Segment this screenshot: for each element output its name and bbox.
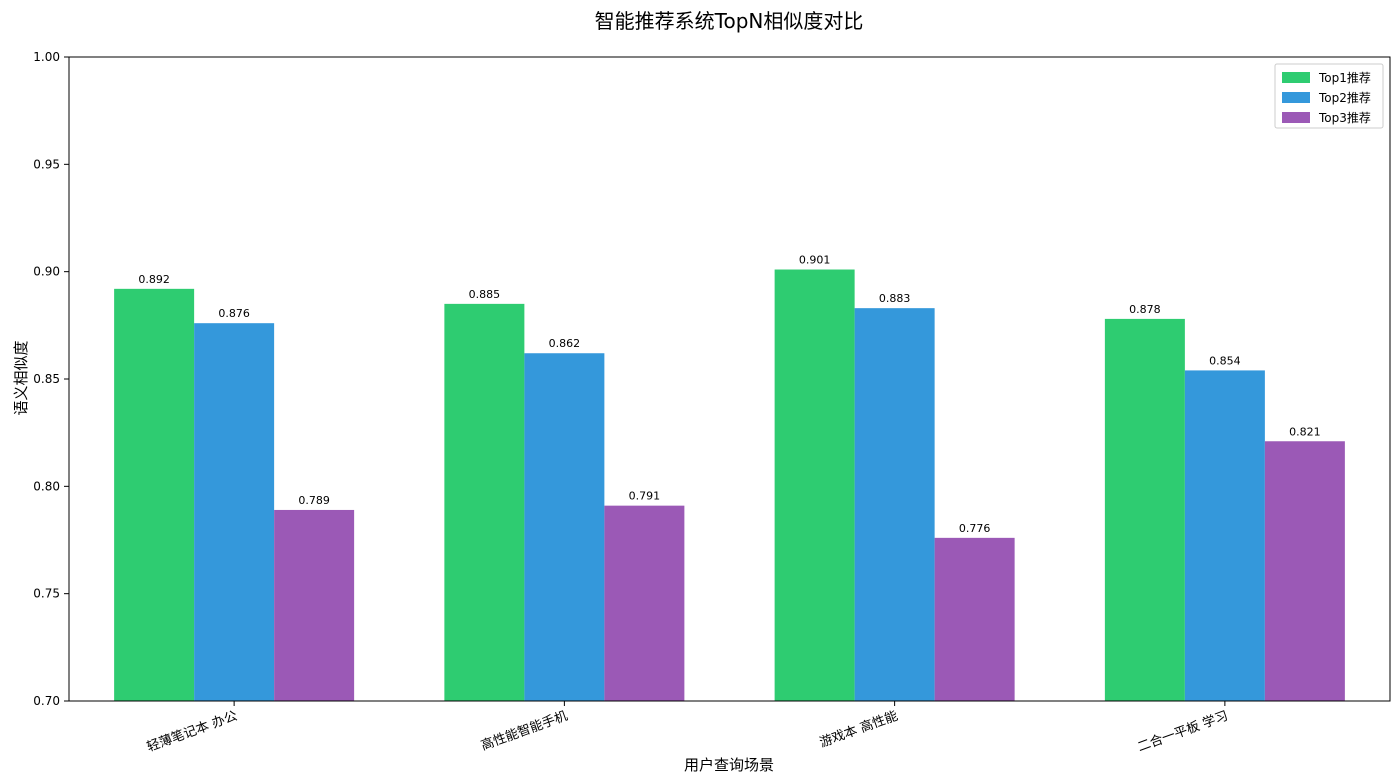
y-tick-label: 1.00 <box>33 50 60 64</box>
x-tick-label: 轻薄笔记本 办公 <box>145 708 240 756</box>
bar-3-3 <box>934 537 1015 701</box>
bar-2-3 <box>854 308 935 701</box>
y-tick-label: 0.70 <box>33 694 60 708</box>
y-tick-label: 0.90 <box>33 265 60 279</box>
legend-label-3: Top3推荐 <box>1318 111 1371 125</box>
legend-label-2: Top2推荐 <box>1318 91 1371 105</box>
data-label-3-1: 0.789 <box>298 494 330 507</box>
bar-2-1 <box>194 323 275 701</box>
x-axis-label: 用户查询场景 <box>684 756 774 774</box>
plot-area: 0.892 0.885 0.901 0.878 0.876 0.862 0.883 0.854… <box>33 50 1391 756</box>
y-tick-label: 0.75 <box>33 587 60 601</box>
data-label-3-4: 0.821 <box>1289 425 1321 438</box>
bar-1-1 <box>114 288 195 701</box>
x-tick-label: 高性能智能手机 <box>479 708 570 754</box>
x-tick-label: 二合一平板 学习 <box>1135 708 1230 756</box>
data-label-1-2: 0.885 <box>469 288 501 301</box>
data-label-3-2: 0.791 <box>629 490 661 503</box>
data-label-2-2: 0.862 <box>549 337 581 350</box>
bar-2-2 <box>524 353 605 701</box>
bar-1-2 <box>444 303 525 701</box>
y-tick-label: 0.95 <box>33 157 60 171</box>
legend-label-1: Top1推荐 <box>1318 71 1371 85</box>
bar-1-4 <box>1104 318 1185 701</box>
data-label-3-3: 0.776 <box>959 522 991 535</box>
data-label-2-4: 0.854 <box>1209 354 1241 367</box>
data-label-2-1: 0.876 <box>218 307 250 320</box>
bar-3-2 <box>604 505 685 701</box>
data-label-2-3: 0.883 <box>879 292 911 305</box>
legend-swatch-1 <box>1282 72 1310 83</box>
data-label-1-4: 0.878 <box>1129 303 1161 316</box>
y-tick-label: 0.85 <box>33 372 60 386</box>
legend: Top1推荐 Top2推荐 Top3推荐 <box>1274 63 1384 129</box>
legend-swatch-2 <box>1282 92 1310 103</box>
x-tick-label: 游戏本 高性能 <box>817 708 900 751</box>
bar-1-3 <box>774 269 855 701</box>
bar-2-4 <box>1184 370 1265 701</box>
legend-swatch-3 <box>1282 112 1310 123</box>
bar-3-1 <box>274 509 355 701</box>
bar-3-4 <box>1264 441 1345 701</box>
data-label-1-3: 0.901 <box>799 254 831 267</box>
y-tick-label: 0.80 <box>33 479 60 493</box>
data-label-1-1: 0.892 <box>138 273 170 286</box>
y-axis-label: 语义相似度 <box>12 340 30 415</box>
chart-title: 智能推荐系统TopN相似度对比 <box>595 9 864 33</box>
